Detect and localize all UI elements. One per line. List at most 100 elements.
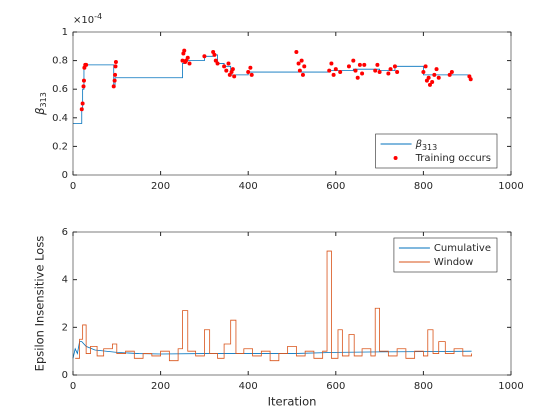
training-point [430, 80, 435, 85]
training-point [375, 62, 380, 67]
training-point [434, 67, 439, 72]
x-tick-label: 600 [326, 381, 345, 392]
training-point [249, 72, 254, 77]
training-point [449, 70, 454, 75]
training-point [227, 72, 232, 77]
training-point [79, 107, 84, 112]
training-point [212, 52, 217, 57]
y-tick-label: 4 [62, 275, 68, 286]
training-point [329, 61, 334, 66]
training-point [215, 61, 220, 66]
x-tick-label: 200 [151, 381, 170, 392]
legend: Cumulative Window [393, 237, 498, 273]
x-tick-label: 1000 [498, 181, 523, 192]
training-point [468, 77, 473, 82]
training-point [333, 67, 338, 72]
training-point [184, 58, 189, 63]
training-point [80, 101, 85, 106]
y-tick-label: 6 [62, 227, 68, 238]
training-point [424, 78, 429, 83]
y-axis-label: Epsilon Insensitive Loss [33, 236, 47, 372]
training-point [432, 72, 437, 77]
axes-box [72, 231, 512, 376]
y-tick-label: 0 [62, 370, 68, 381]
training-point [377, 70, 382, 75]
x-tick-label: 800 [414, 181, 433, 192]
training-point [447, 72, 452, 77]
legend-box [393, 237, 498, 273]
training-point [436, 75, 441, 80]
y-tick-label: 0.4 [52, 113, 68, 124]
legend-box [375, 133, 498, 169]
training-point [246, 70, 251, 75]
training-point [202, 54, 207, 59]
x-tick-label: 400 [239, 181, 258, 192]
x-tick-label: 0 [70, 181, 76, 192]
x-tick-label: 800 [414, 381, 433, 392]
training-point [112, 78, 117, 83]
training-point [296, 61, 301, 66]
y-tick-label: 1 [62, 27, 68, 38]
y-multiplier: ×10-4 [73, 12, 102, 27]
training-point [81, 84, 86, 89]
training-point [84, 62, 89, 67]
series-line [72, 341, 472, 359]
x-tick-label: 400 [239, 381, 258, 392]
training-point [187, 61, 192, 66]
training-point [357, 62, 362, 67]
y-tick-label: 0.6 [52, 84, 68, 95]
training-point [421, 70, 426, 75]
y-tick-label: 2 [62, 322, 68, 333]
multiplier-exponent: -4 [94, 12, 102, 21]
training-point [111, 84, 116, 89]
training-point [81, 78, 86, 83]
training-point [302, 64, 307, 69]
training-point [113, 64, 118, 69]
x-tick-label: 0 [70, 381, 76, 392]
training-point [353, 68, 358, 73]
training-point [423, 64, 428, 69]
legend-swatch [393, 156, 398, 160]
x-axis-label: Iteration [268, 395, 317, 409]
training-point [232, 74, 237, 79]
axes-box [72, 31, 512, 176]
x-tick-label: 1000 [498, 381, 523, 392]
training-point [395, 70, 400, 75]
training-point [355, 75, 360, 80]
training-point [224, 68, 229, 73]
training-point [182, 48, 187, 53]
multiplier-base: ×10 [73, 15, 94, 26]
training-point [360, 71, 365, 76]
training-point [392, 64, 397, 69]
training-point [226, 61, 231, 66]
training-point [300, 72, 305, 77]
training-point [351, 58, 356, 63]
training-point [338, 70, 343, 75]
training-point [388, 67, 393, 72]
training-point [248, 65, 253, 70]
training-point [386, 71, 391, 76]
series-line [75, 250, 472, 362]
training-point [327, 68, 332, 73]
y-tick-label: 0.8 [52, 56, 68, 67]
training-point [346, 64, 351, 69]
training-point [222, 64, 227, 69]
legend-label: Cumulative [434, 243, 491, 254]
x-tick-label: 600 [326, 181, 345, 192]
training-point [331, 72, 336, 77]
training-point [230, 67, 235, 72]
training-point [213, 58, 218, 63]
legend-label: β313 [415, 139, 438, 152]
training-point [426, 75, 431, 80]
training-point [373, 68, 378, 73]
training-point [294, 50, 299, 55]
training-point [113, 72, 118, 77]
training-point [427, 82, 432, 87]
y-axis-label: β313 [33, 92, 48, 116]
training-point [113, 60, 118, 65]
training-point [297, 68, 302, 73]
y-tick-label: 0 [62, 170, 68, 181]
legend-label: Window [434, 257, 473, 268]
